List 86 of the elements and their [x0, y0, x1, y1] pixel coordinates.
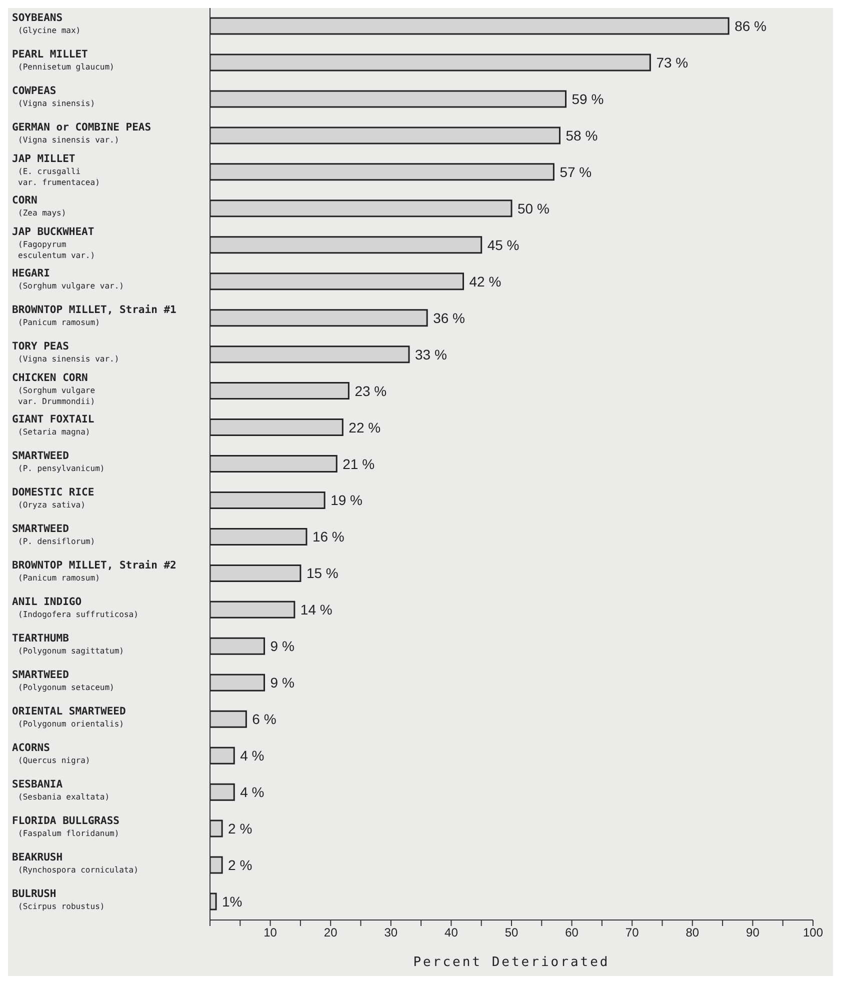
- bar: [210, 236, 482, 254]
- bar: [210, 564, 302, 582]
- bar: [210, 710, 247, 728]
- bar: [210, 892, 217, 910]
- data-label: 33 %: [414, 346, 447, 362]
- bar: [210, 746, 235, 764]
- data-label: 4 %: [240, 748, 264, 764]
- data-label: 42 %: [469, 273, 502, 290]
- x-tick-label: 90: [746, 926, 760, 940]
- y-tick-label: SMARTWEED (P. pensylvanicum): [12, 450, 105, 473]
- y-tick-label: GIANT FOXTAIL (Setaria magna): [12, 414, 94, 437]
- y-tick-label: BULRUSH (Scirpus robustus): [12, 888, 105, 911]
- bar: [210, 491, 326, 509]
- y-tick-label: CORN (Zea mays): [12, 194, 66, 218]
- bar: [210, 382, 350, 400]
- y-tick-label: SESBANIA (Sesbania exaltata): [12, 778, 110, 802]
- data-label: 6 %: [252, 711, 276, 728]
- y-tick-label: JAP MILLET (E. crusgalli var. frumentacea): [12, 153, 100, 188]
- data-label: 57 %: [560, 164, 592, 180]
- data-label: 73 %: [656, 54, 688, 70]
- y-tick-label: JAP BUCKWHEAT (Fagopyrum esculentum var.): [12, 226, 96, 260]
- bar: [210, 200, 512, 218]
- y-tick-label: CHICKEN CORN (Sorghum vulgare var. Drummondii): [12, 372, 96, 406]
- x-tick-label: 10: [264, 926, 278, 940]
- data-label: 58 %: [566, 127, 598, 144]
- x-tick-label: 40: [444, 926, 458, 940]
- x-tick-label: 100: [802, 926, 824, 940]
- y-tick-label: SMARTWEED (Polygonum setaceum): [12, 668, 114, 692]
- y-tick-label: HEGARI (Sorghum vulgare var.): [12, 268, 124, 291]
- y-tick-label: FLORIDA BULLGRASS (Faspalum floridanum): [12, 814, 120, 838]
- data-label: 19 %: [330, 492, 362, 508]
- bar: [210, 309, 428, 327]
- y-tick-label: SMARTWEED (P. densiflorum): [12, 522, 96, 546]
- bar: [210, 90, 567, 108]
- data-label: 14 %: [300, 602, 332, 618]
- data-label: 86 %: [734, 18, 766, 34]
- y-tick-label: TORY PEAS (Vigna sinensis var.): [12, 340, 120, 364]
- bar: [210, 856, 223, 874]
- data-label: 2 %: [228, 857, 252, 874]
- data-label: 1%: [222, 894, 242, 910]
- x-tick-label: 50: [504, 926, 518, 940]
- y-tick-label: ACORNS (Quercus nigra): [12, 742, 90, 765]
- y-tick-label: ANIL INDIGO (Indogofera suffruticosa): [12, 596, 138, 619]
- bar: [210, 820, 223, 838]
- bar: [210, 637, 266, 655]
- bar: [210, 783, 235, 801]
- data-label: 21 %: [342, 456, 375, 472]
- x-axis-title: Percent Deteriorated: [413, 955, 610, 970]
- x-tick-label: 30: [384, 926, 398, 940]
- y-tick-label: ORIENTAL SMARTWEED (Polygonum orientalis): [12, 705, 126, 728]
- bar: [210, 528, 308, 546]
- x-tick-label: 20: [324, 926, 338, 940]
- bar: [210, 54, 651, 72]
- y-tick-label: PEARL MILLET (Pennisetum glaucum): [12, 48, 114, 72]
- data-label: 45 %: [487, 236, 520, 253]
- y-tick-label: GERMAN or COMBINE PEAS (Vigna sinensis var.): [12, 122, 152, 145]
- y-tick-label: BROWNTOP MILLET, Strain #1 (Panicum ramosum): [12, 304, 176, 328]
- y-tick-label: COWPEAS (Vigna sinensis): [12, 85, 96, 108]
- y-tick-label: DOMESTIC RICE (Oryza sativa): [12, 486, 94, 510]
- y-tick-label: SOYBEANS (Glycine max): [12, 12, 81, 36]
- y-tick-label: TEARTHUMB (Polygonum sagittatum): [12, 632, 124, 656]
- data-label: 50 %: [518, 200, 550, 216]
- data-label: 36 %: [433, 310, 465, 326]
- bar: [210, 163, 554, 181]
- x-tick-label: 70: [625, 926, 640, 940]
- data-label: 9 %: [270, 638, 294, 654]
- bar: [210, 600, 296, 618]
- x-tick-label: 80: [686, 926, 700, 940]
- bar: [210, 17, 730, 35]
- bar: [210, 674, 266, 692]
- x-tick-label: 60: [565, 926, 579, 940]
- data-label: 15 %: [306, 565, 338, 582]
- data-label: 59 %: [572, 90, 604, 107]
- bar: [210, 346, 410, 364]
- data-label: 22 %: [348, 419, 381, 436]
- data-label: 16 %: [312, 528, 344, 545]
- data-label: 9 %: [270, 674, 294, 691]
- y-tick-label: BROWNTOP MILLET, Strain #2 (Panicum ramosum): [12, 559, 176, 582]
- y-tick-label: BEAKRUSH (Rynchospora corniculata): [12, 851, 138, 874]
- bar: [210, 418, 344, 436]
- bar: [210, 455, 338, 473]
- data-label: 23 %: [354, 382, 387, 399]
- data-label: 4 %: [240, 784, 264, 800]
- bar: [210, 126, 560, 144]
- bar: [210, 272, 464, 290]
- data-label: 2 %: [228, 820, 252, 837]
